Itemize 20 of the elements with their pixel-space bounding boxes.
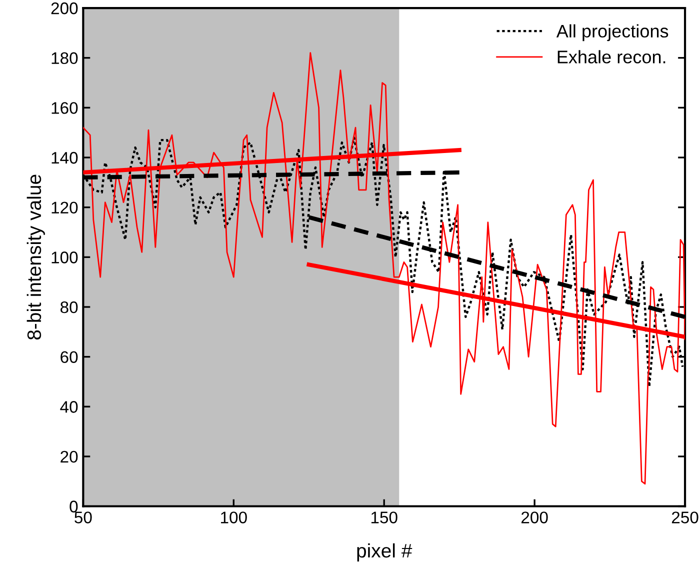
y-tick-label: 180	[52, 52, 78, 64]
x-tick-label: 100	[221, 512, 247, 524]
x-tick-label: 200	[521, 512, 548, 524]
legend-label: Exhale recon.	[558, 50, 666, 64]
y-axis-title: 8-bit intensity value	[26, 174, 45, 340]
y-tick-label: 140	[52, 152, 78, 164]
x-tick-label: 50	[74, 512, 92, 524]
y-tick-label: 40	[60, 401, 78, 413]
y-tick-label: 20	[60, 450, 78, 463]
x-tick-label: 150	[371, 512, 398, 524]
y-tick-label: 80	[60, 301, 78, 314]
y-tick-label: 60	[60, 351, 78, 363]
y-tick-label: 100	[52, 252, 78, 264]
y-tick-label: 160	[52, 102, 78, 114]
y-tick-label: 200	[51, 2, 78, 14]
legend-label: All projections	[556, 24, 668, 42]
y-tick-label: 120	[52, 202, 78, 214]
x-tick-label: 250	[672, 512, 698, 524]
y-tick-label: 0	[70, 500, 78, 512]
x-axis-title: pixel #	[357, 543, 412, 562]
